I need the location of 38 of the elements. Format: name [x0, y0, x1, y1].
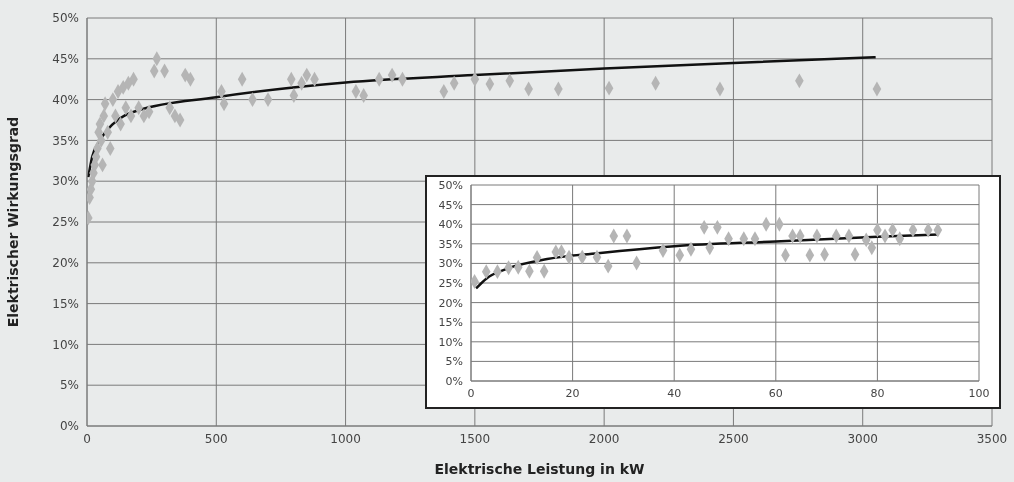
y-axis-title: Elektrischer Wirkungsgrad — [4, 116, 21, 328]
y-tick-label: 50% — [52, 11, 79, 26]
y-tick-label: 20% — [52, 256, 79, 271]
y-tick-label: 50% — [438, 178, 463, 192]
x-tick-label: 3000 — [847, 431, 878, 446]
x-axis-title: Elektrische Leistung in kW — [434, 461, 645, 477]
y-tick-label: 30% — [52, 174, 79, 189]
x-tick-label: 20 — [565, 386, 580, 400]
x-tick-label: 500 — [204, 431, 228, 446]
x-tick-label: 1000 — [330, 431, 361, 446]
y-tick-label: 40% — [52, 92, 79, 107]
y-tick-label: 45% — [52, 52, 79, 67]
x-tick-label: 3500 — [976, 431, 1008, 446]
y-tick-label: 45% — [438, 198, 463, 212]
y-tick-label: 5% — [59, 378, 79, 393]
y-tick-label: 25% — [52, 215, 79, 230]
y-tick-label: 40% — [438, 218, 463, 232]
y-tick-label: 35% — [52, 133, 79, 148]
y-tick-label: 35% — [438, 237, 463, 251]
y-tick-label: 25% — [438, 276, 463, 290]
x-tick-label: 80 — [870, 386, 885, 400]
y-tick-label: 20% — [438, 296, 463, 310]
x-tick-label: 1500 — [459, 431, 491, 446]
y-tick-label: 0% — [445, 374, 463, 388]
y-tick-label: 15% — [52, 296, 79, 311]
y-tick-label: 10% — [438, 335, 463, 349]
y-tick-label: 30% — [438, 257, 463, 271]
x-tick-label: 60 — [768, 386, 783, 400]
y-tick-label: 15% — [438, 316, 463, 330]
x-tick-label: 0 — [83, 431, 91, 446]
x-tick-label: 2500 — [718, 431, 749, 446]
y-tick-label: 5% — [445, 355, 463, 369]
x-tick-label: 40 — [667, 386, 682, 400]
y-tick-label: 10% — [52, 337, 79, 352]
y-tick-label: 0% — [59, 419, 79, 434]
x-tick-label: 0 — [467, 386, 475, 400]
x-tick-label: 2000 — [588, 431, 620, 446]
x-tick-label: 100 — [968, 386, 990, 400]
